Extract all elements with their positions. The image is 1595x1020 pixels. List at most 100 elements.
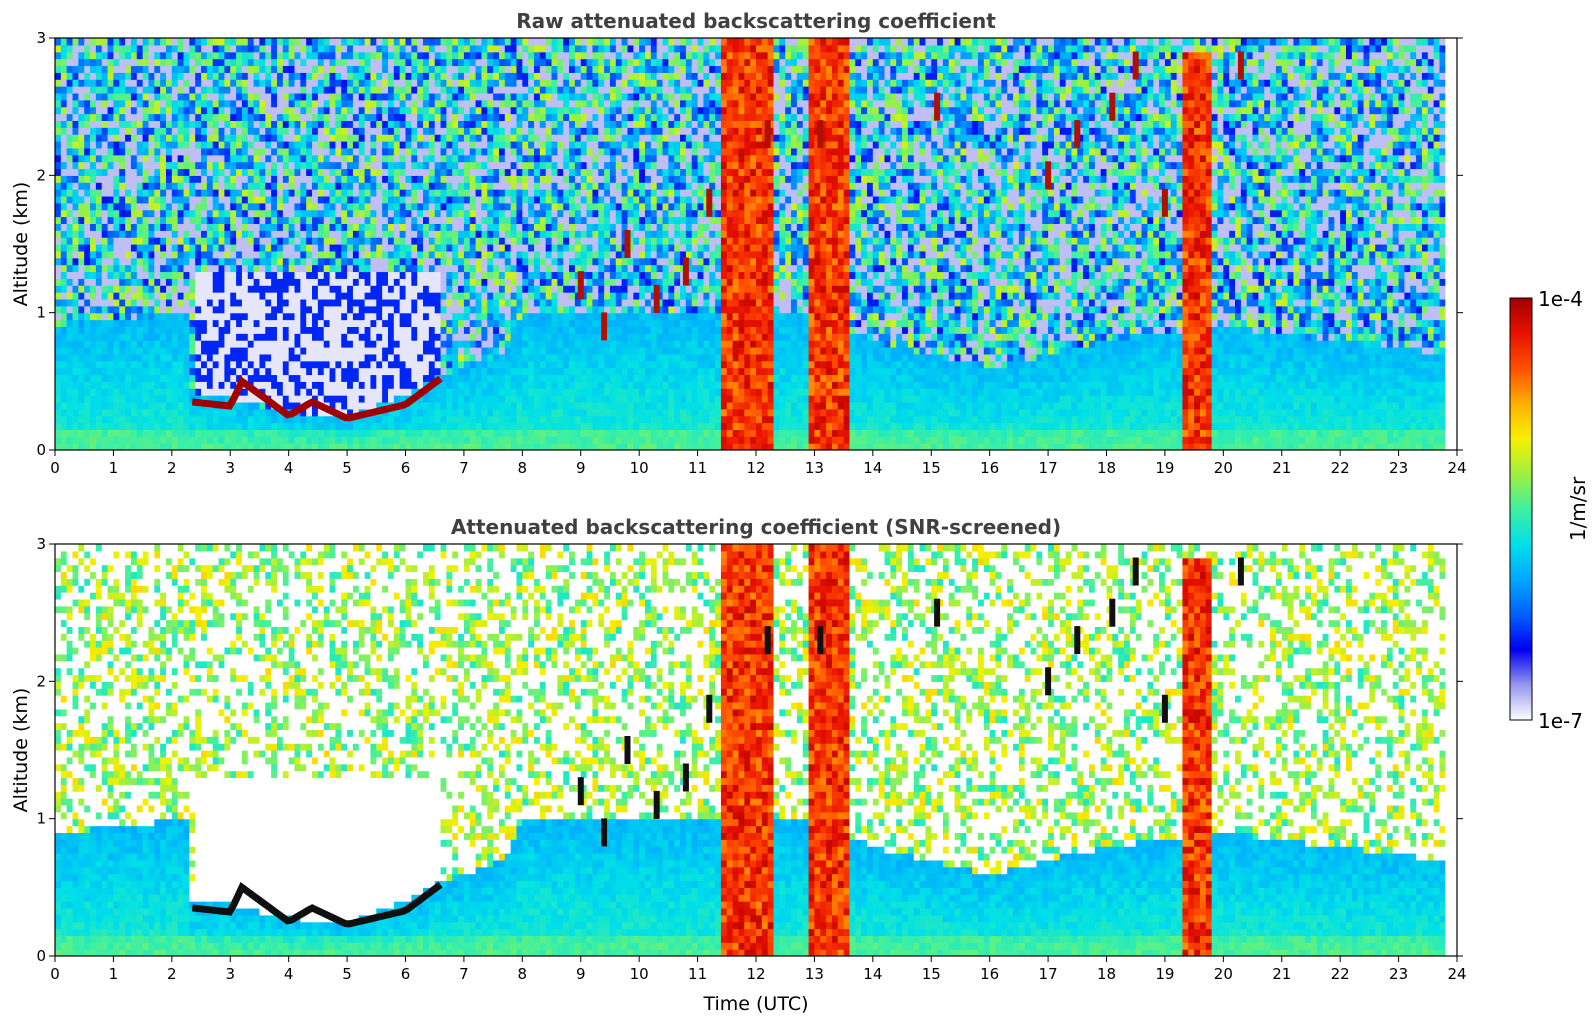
heatmap-cell bbox=[300, 374, 307, 382]
heatmap-cell bbox=[522, 58, 529, 67]
heatmap-cell bbox=[539, 374, 547, 382]
heatmap-cell bbox=[528, 333, 535, 341]
heatmap-cell bbox=[60, 182, 68, 190]
heatmap-cell bbox=[241, 147, 249, 156]
heatmap-cell bbox=[522, 189, 529, 197]
heatmap-cell bbox=[329, 168, 336, 176]
heatmap-cell bbox=[55, 38, 62, 46]
heatmap-cell bbox=[142, 285, 150, 293]
heatmap-cell bbox=[516, 257, 523, 266]
heatmap-cell bbox=[84, 72, 91, 80]
heatmap-cell bbox=[113, 278, 120, 286]
heatmap-cell bbox=[534, 65, 541, 73]
heatmap-cell bbox=[387, 182, 395, 190]
heatmap-cell bbox=[72, 401, 79, 410]
heatmap-cell bbox=[370, 319, 377, 327]
heatmap-cell bbox=[475, 189, 483, 197]
heatmap-cell bbox=[417, 154, 424, 163]
heatmap-cell bbox=[475, 381, 483, 389]
heatmap-cell bbox=[66, 38, 74, 46]
heatmap-cell bbox=[446, 127, 453, 135]
heatmap-cell bbox=[78, 271, 85, 279]
heatmap-cell bbox=[493, 175, 500, 183]
heatmap-cell bbox=[493, 408, 500, 417]
heatmap-cell bbox=[60, 395, 68, 403]
heatmap-cell bbox=[329, 401, 336, 410]
heatmap-cell bbox=[370, 182, 377, 190]
heatmap-cell bbox=[253, 326, 261, 334]
heatmap-cell bbox=[434, 223, 442, 231]
heatmap-cell bbox=[265, 209, 272, 218]
heatmap-cell bbox=[300, 44, 307, 53]
heatmap-cell bbox=[265, 292, 272, 300]
heatmap-cell bbox=[405, 408, 412, 417]
heatmap-cell bbox=[78, 264, 85, 273]
heatmap-cell bbox=[148, 72, 155, 80]
heatmap-cell bbox=[125, 106, 132, 115]
heatmap-cell bbox=[230, 72, 237, 80]
heatmap-cell bbox=[136, 44, 144, 53]
heatmap-cell bbox=[241, 250, 249, 259]
heatmap-cell bbox=[335, 347, 342, 355]
heatmap-cell bbox=[119, 353, 126, 362]
heatmap-cell bbox=[95, 38, 103, 46]
heatmap-cell bbox=[352, 381, 360, 389]
heatmap-cell bbox=[78, 381, 85, 389]
heatmap-cell bbox=[119, 305, 126, 314]
heatmap-cell bbox=[323, 161, 331, 170]
heatmap-cell bbox=[165, 292, 173, 300]
heatmap-cell bbox=[458, 401, 465, 410]
heatmap-cell bbox=[195, 127, 202, 135]
heatmap-cell bbox=[463, 347, 471, 355]
heatmap-cell bbox=[142, 408, 150, 417]
heatmap-cell bbox=[107, 189, 115, 197]
heatmap-cell bbox=[458, 106, 465, 115]
heatmap-cell bbox=[498, 209, 506, 218]
heatmap-cell bbox=[183, 120, 190, 128]
heatmap-cell bbox=[253, 312, 261, 321]
heatmap-cell bbox=[236, 237, 243, 245]
heatmap-cell bbox=[335, 292, 342, 300]
heatmap-cell bbox=[312, 38, 319, 46]
heatmap-cell bbox=[136, 388, 144, 396]
heatmap-cell bbox=[247, 319, 255, 327]
heatmap-cell bbox=[387, 326, 395, 334]
heatmap-cell bbox=[534, 58, 541, 67]
heatmap-cell bbox=[276, 147, 284, 156]
heatmap-cell bbox=[119, 360, 126, 369]
heatmap-cell bbox=[364, 347, 372, 355]
heatmap-cell bbox=[282, 415, 290, 424]
heatmap-cell bbox=[218, 285, 226, 293]
heatmap-cell bbox=[399, 141, 407, 149]
heatmap-cell bbox=[95, 44, 103, 53]
heatmap-cell bbox=[78, 38, 85, 46]
heatmap-cell bbox=[130, 51, 138, 60]
heatmap-cell bbox=[183, 65, 190, 73]
heatmap-cell bbox=[516, 202, 523, 211]
heatmap-cell bbox=[475, 415, 483, 424]
heatmap-cell bbox=[428, 415, 436, 424]
heatmap-cell bbox=[119, 374, 126, 382]
heatmap-cell bbox=[230, 408, 237, 417]
heatmap-cell bbox=[522, 319, 529, 327]
heatmap-cell bbox=[364, 305, 372, 314]
heatmap-cell bbox=[399, 271, 407, 279]
heatmap-cell bbox=[148, 278, 155, 286]
heatmap-cell bbox=[189, 305, 196, 314]
heatmap-cell bbox=[107, 436, 115, 444]
heatmap-cell bbox=[393, 44, 401, 53]
heatmap-cell bbox=[498, 292, 506, 300]
heatmap-cell bbox=[271, 202, 278, 211]
heatmap-cell bbox=[171, 65, 179, 73]
heatmap-cell bbox=[195, 141, 202, 149]
heatmap-cell bbox=[189, 333, 196, 341]
heatmap-cell bbox=[294, 127, 301, 135]
heatmap-cell bbox=[183, 374, 190, 382]
heatmap-cell bbox=[364, 161, 372, 170]
heatmap-cell bbox=[329, 106, 336, 115]
heatmap-cell bbox=[481, 175, 488, 183]
heatmap-cell bbox=[393, 223, 401, 231]
heatmap-cell bbox=[288, 168, 296, 176]
heatmap-cell bbox=[323, 44, 331, 53]
heatmap-cell bbox=[347, 244, 354, 252]
